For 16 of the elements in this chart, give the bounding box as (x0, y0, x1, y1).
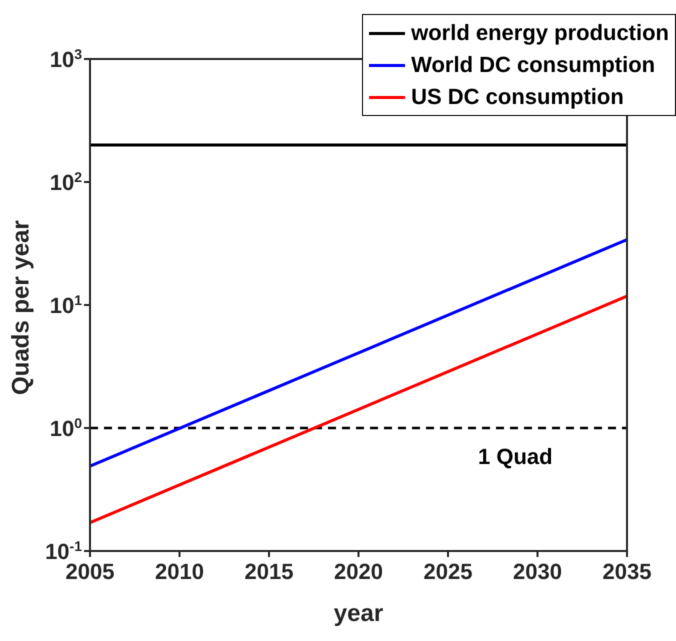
y-tick-label: 10$^{1}$ (50, 292, 82, 318)
legend-label: world energy production (411, 19, 669, 47)
y-tick-label: 10$^{2}$ (50, 169, 82, 195)
annotation: 1 Quad (478, 444, 553, 470)
x-tick-label: 2025 (424, 559, 472, 584)
x-tick-label: 2010 (155, 559, 204, 584)
x-tick-label: 2020 (334, 559, 383, 584)
y-tick-label: 10$^{0}$ (50, 415, 82, 441)
y-axis-title: Quads per year (8, 220, 35, 395)
x-tick-label: 2030 (513, 559, 562, 584)
y-tick-label: 10$^{3}$ (50, 46, 82, 72)
legend-label: World DC consumption (411, 51, 656, 79)
x-tick-label: 2015 (244, 559, 294, 584)
x-tick-label: 2035 (602, 559, 652, 584)
legend-label: US DC consumption (411, 83, 624, 111)
x-axis-title: year (334, 600, 384, 627)
